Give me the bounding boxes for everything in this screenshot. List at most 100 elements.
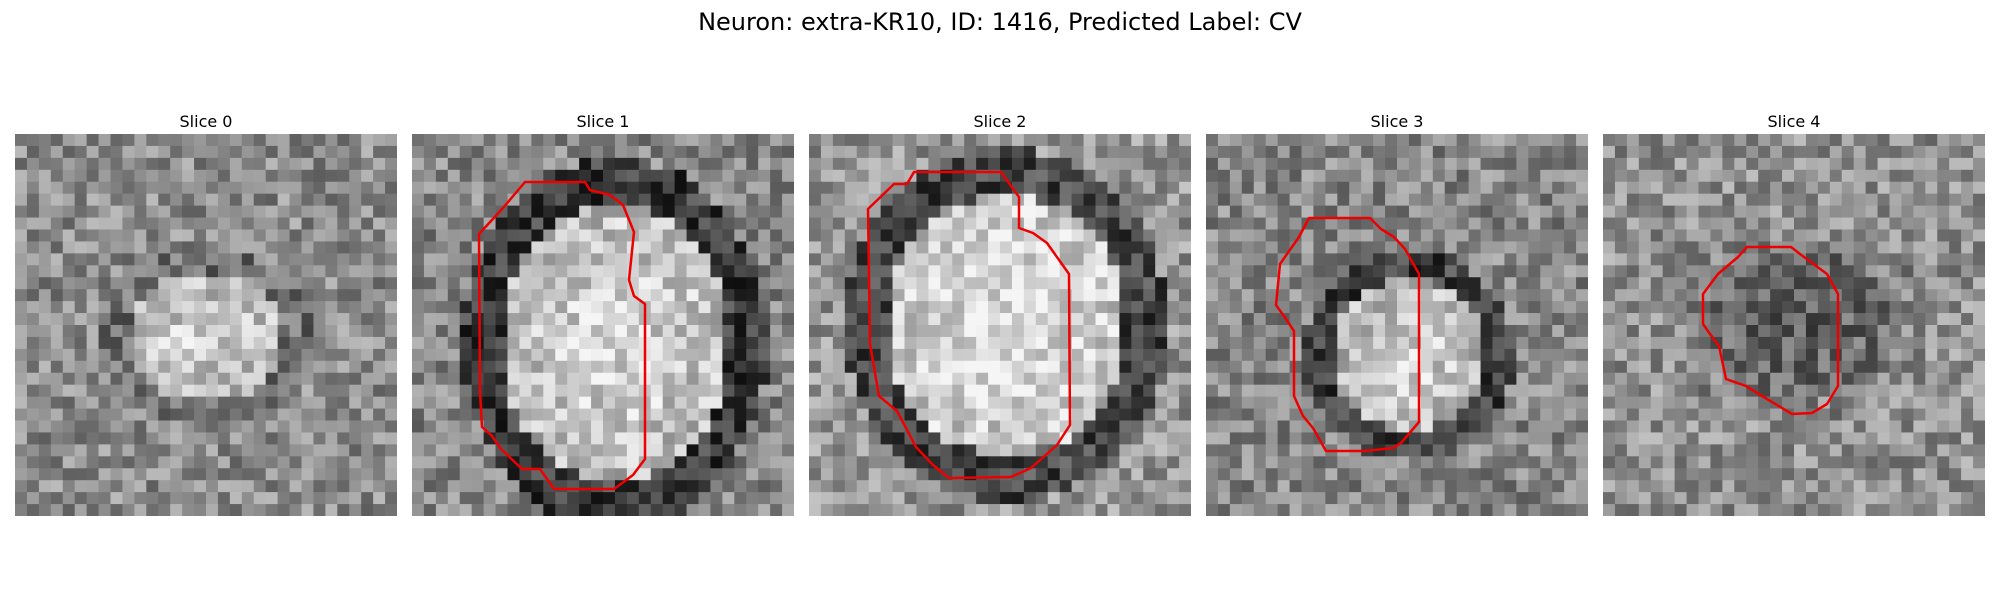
image-pixel — [758, 181, 771, 195]
image-pixel — [1047, 277, 1061, 290]
image-pixel — [531, 181, 544, 195]
image-pixel — [373, 313, 386, 326]
image-pixel — [1325, 396, 1338, 410]
image-pixel — [976, 432, 989, 445]
image-pixel — [1480, 205, 1494, 219]
image-pixel — [638, 265, 652, 278]
image-pixel — [832, 241, 846, 254]
image-pixel — [495, 492, 509, 505]
image-pixel — [1492, 492, 1506, 505]
image-pixel — [976, 420, 989, 434]
image-pixel — [459, 193, 473, 207]
image-pixel — [1782, 265, 1795, 278]
image-pixel — [217, 325, 231, 338]
image-pixel — [928, 372, 941, 386]
image-pixel — [373, 289, 386, 302]
image-pixel — [1782, 336, 1795, 350]
image-pixel — [579, 336, 592, 350]
image-pixel — [385, 396, 397, 410]
image-pixel — [916, 217, 929, 231]
image-pixel — [1373, 325, 1386, 338]
image-pixel — [1301, 229, 1315, 243]
image-pixel — [880, 229, 894, 243]
image-pixel — [698, 408, 712, 422]
image-pixel — [385, 348, 397, 362]
image-pixel — [1901, 360, 1914, 374]
image-pixel — [122, 253, 135, 266]
image-pixel — [38, 336, 52, 350]
image-pixel — [1504, 325, 1517, 338]
image-pixel — [1432, 169, 1446, 183]
image-pixel — [495, 229, 509, 243]
image-pixel — [722, 325, 735, 338]
image-pixel — [1603, 277, 1616, 290]
image-pixel — [844, 396, 858, 410]
image-pixel — [567, 384, 580, 398]
image-pixel — [38, 468, 52, 481]
image-pixel — [1301, 253, 1315, 266]
image-pixel — [373, 229, 386, 243]
image-pixel — [1337, 229, 1350, 243]
image-pixel — [892, 480, 906, 493]
image-pixel — [832, 229, 846, 243]
image-pixel — [722, 217, 735, 231]
image-pixel — [698, 360, 712, 374]
image-pixel — [1071, 193, 1085, 207]
image-pixel — [1420, 169, 1434, 183]
image-pixel — [662, 325, 676, 338]
image-pixel — [1961, 241, 1974, 254]
image-pixel — [349, 277, 362, 290]
image-pixel — [1662, 360, 1676, 374]
image-pixel — [856, 241, 870, 254]
image-pixel — [1023, 396, 1037, 410]
image-pixel — [1540, 289, 1553, 302]
image-pixel — [98, 384, 112, 398]
image-pixel — [916, 265, 929, 278]
image-pixel — [1925, 134, 1938, 147]
image-pixel — [1059, 444, 1073, 457]
image-pixel — [158, 193, 171, 207]
image-pixel — [710, 289, 723, 302]
image-pixel — [758, 277, 771, 290]
image-pixel — [1528, 444, 1541, 457]
image-pixel — [1564, 253, 1577, 266]
image-pixel — [62, 492, 76, 505]
image-pixel — [412, 241, 425, 254]
image-pixel — [1686, 241, 1700, 254]
image-pixel — [1710, 205, 1723, 219]
image-pixel — [1241, 301, 1255, 314]
image-pixel — [134, 444, 147, 457]
image-pixel — [1552, 504, 1565, 516]
image-pixel — [241, 157, 255, 171]
image-pixel — [1083, 217, 1097, 231]
segmentation-contour — [477, 180, 647, 491]
image-pixel — [423, 253, 437, 266]
image-pixel — [1373, 289, 1386, 302]
image-pixel — [1626, 372, 1640, 386]
image-pixel — [770, 229, 783, 243]
image-pixel — [1265, 193, 1279, 207]
image-pixel — [650, 504, 664, 516]
image-pixel — [62, 420, 76, 434]
image-pixel — [662, 169, 676, 183]
image-pixel — [1480, 169, 1494, 183]
image-pixel — [1603, 396, 1616, 410]
image-pixel — [1746, 289, 1759, 302]
image-pixel — [1805, 157, 1819, 171]
image-pixel — [471, 289, 485, 302]
slice-title: Slice 2 — [973, 112, 1027, 131]
image-pixel — [1552, 492, 1565, 505]
image-pixel — [495, 157, 509, 171]
image-pixel — [277, 253, 291, 266]
image-pixel — [1540, 241, 1553, 254]
image-pixel — [86, 336, 100, 350]
image-pixel — [1925, 217, 1938, 231]
image-pixel — [1638, 241, 1652, 254]
image-pixel — [746, 480, 759, 493]
image-pixel — [976, 360, 989, 374]
image-pixel — [1686, 313, 1700, 326]
image-pixel — [361, 408, 374, 422]
image-pixel — [952, 289, 965, 302]
image-pixel — [832, 169, 846, 183]
image-pixel — [447, 169, 461, 183]
